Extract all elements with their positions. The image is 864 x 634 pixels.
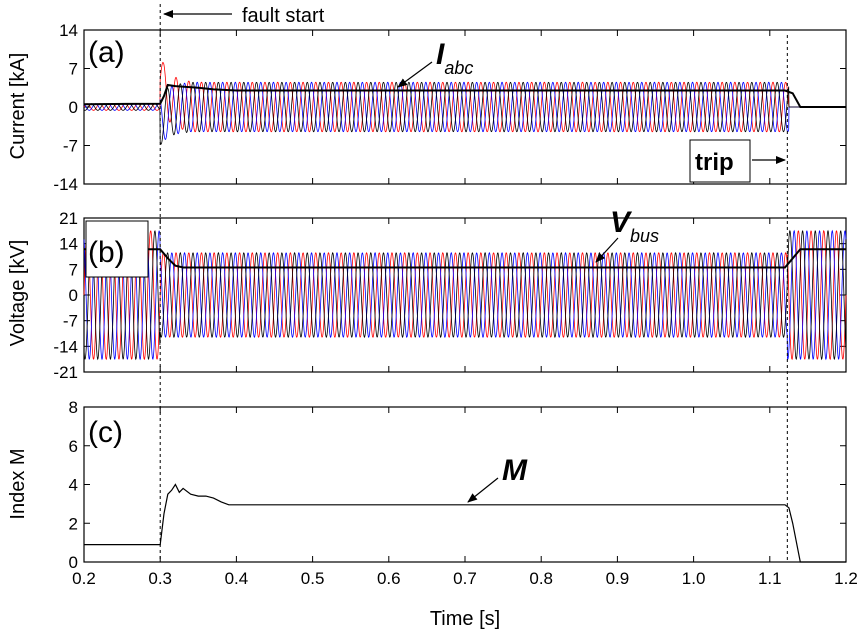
x-tick-label: 0.8 — [529, 569, 553, 588]
y-tick-label: -14 — [53, 175, 78, 194]
y-tick-label: 0 — [69, 98, 78, 117]
annotation-sub-current: abc — [444, 58, 473, 78]
annotation-arrow-current — [397, 61, 433, 88]
x-tick-label: 0.3 — [148, 569, 172, 588]
svg-text:Iabc: Iabc — [436, 38, 473, 78]
x-tick-label: 0.5 — [301, 569, 325, 588]
panel-current: -14 -7 0 7 14 Current [kA] — [7, 21, 847, 194]
y-tick-label: -21 — [53, 363, 78, 382]
y-tick-label: 14 — [59, 235, 78, 254]
plot-area-index: 0 2 4 6 8 0.2 0.3 0.4 0.5 0.6 0.7 0.8 0.9 1.0 1.1 1.2 — [69, 398, 858, 588]
panel-index: 0 2 4 6 8 0.2 0.3 0.4 0.5 0.6 0.7 0.8 0.9 1.0 1.1 1.2 I… — [7, 398, 858, 630]
series-line-phase-c — [83, 229, 847, 361]
y-tick-label: 2 — [69, 514, 78, 533]
plot-frame — [83, 406, 847, 563]
y-axis-label-current: Current [kA] — [7, 53, 29, 160]
svg-text:Vbus: Vbus — [610, 206, 659, 246]
plot-area-current: -14 -7 0 7 14 — [53, 21, 847, 194]
y-tick-label: 14 — [59, 21, 78, 40]
y-tick-label: 7 — [69, 60, 78, 79]
x-tick-label: 1.2 — [834, 569, 858, 588]
y-tick-label: 8 — [69, 398, 78, 417]
x-tick-label: 0.2 — [72, 569, 96, 588]
series-line-M — [84, 483, 846, 563]
annotation-main-current: I — [436, 38, 445, 71]
panel-voltage: -21 -14 -7 0 7 14 21 Voltage [kV] — [7, 209, 847, 382]
series-line-phase-b — [83, 229, 847, 361]
annotation-arrow-voltage — [595, 237, 619, 263]
trip-marker: trip — [689, 35, 788, 562]
x-tick-label: 0.4 — [225, 569, 249, 588]
y-axis-label-index: Index M — [7, 448, 29, 519]
annotation-sub-voltage: bus — [630, 226, 659, 246]
y-tick-label: -7 — [63, 312, 78, 331]
series-line-phase-a — [83, 229, 847, 361]
x-tick-label: 0.6 — [377, 569, 401, 588]
series-line-phase-c — [83, 81, 846, 145]
panel-label-voltage: (b) — [88, 236, 125, 269]
annotation-voltage: Vbus — [595, 206, 659, 263]
y-tick-label: -7 — [63, 137, 78, 156]
y-tick-label: 0 — [69, 553, 78, 572]
y-tick-label: -14 — [53, 337, 78, 356]
y-tick-label: 4 — [69, 476, 78, 495]
series-line-phase-b — [83, 81, 846, 141]
panel-label-current: (a) — [88, 36, 125, 69]
y-tick-label: 7 — [69, 260, 78, 279]
annotation-main-voltage: V — [610, 206, 633, 239]
annotation-index: M — [467, 454, 528, 503]
annotation-main-index: M — [502, 454, 528, 487]
annotation-current: Iabc — [397, 38, 473, 88]
panel-label-box-voltage — [85, 220, 149, 278]
x-axis-label: Time [s] — [430, 608, 500, 630]
annotation-arrow-index — [467, 477, 499, 503]
series-line-Iabc — [83, 83, 846, 108]
y-tick-label: 21 — [59, 209, 78, 228]
fault-start-label: fault start — [242, 5, 325, 27]
x-tick-label: 0.9 — [606, 569, 630, 588]
trip-label-box — [689, 139, 751, 183]
x-tick-label: 1.1 — [758, 569, 782, 588]
y-tick-label: 0 — [69, 286, 78, 305]
x-tick-label: 1.0 — [682, 569, 706, 588]
series-line-phase-a — [83, 61, 846, 133]
plot-area-voltage: -21 -14 -7 0 7 14 21 — [53, 209, 847, 382]
y-axis-label-voltage: Voltage [kV] — [7, 240, 29, 347]
fault-start-marker: fault start — [159, 4, 325, 562]
panel-label-index: (c) — [88, 416, 123, 449]
trip-label: trip — [695, 149, 734, 176]
series-line-Vbus — [84, 248, 846, 269]
y-tick-label: 6 — [69, 437, 78, 456]
x-tick-label: 0.7 — [453, 569, 477, 588]
